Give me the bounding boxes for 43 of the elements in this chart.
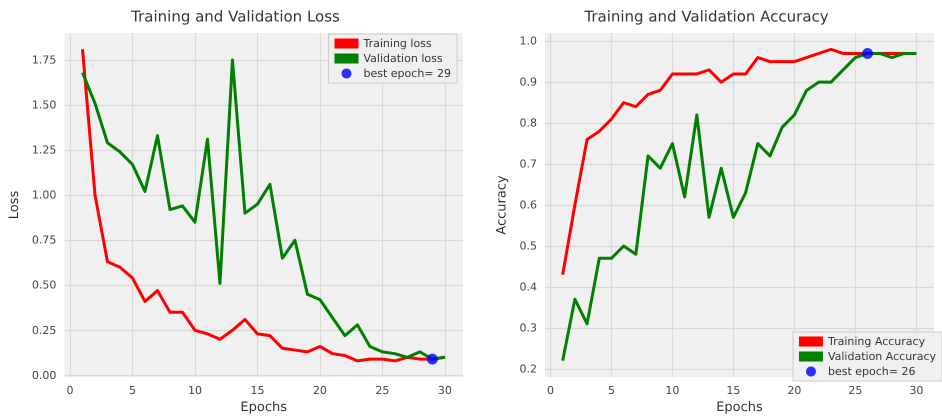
y-tick-label: 1.00 bbox=[32, 188, 56, 202]
y-tick-label: 0.5 bbox=[520, 240, 537, 253]
legend-label: Validation loss bbox=[364, 52, 443, 65]
y-axis-title: Accuracy bbox=[494, 175, 510, 235]
x-tick-label: 10 bbox=[188, 384, 202, 398]
y-tick-label: 0.9 bbox=[520, 76, 537, 89]
x-tick-label: 30 bbox=[438, 384, 452, 398]
y-tick-label: 1.75 bbox=[32, 54, 56, 67]
chart-title: Training and Validation Accuracy bbox=[583, 8, 829, 26]
y-tick-label: 0.8 bbox=[520, 116, 537, 130]
y-tick-label: 1.0 bbox=[520, 34, 537, 48]
chart-title: Training and Validation Loss bbox=[130, 8, 340, 26]
x-tick-label: 25 bbox=[848, 384, 862, 398]
x-tick-label: 20 bbox=[312, 384, 327, 398]
legend-label: best epoch= 26 bbox=[828, 365, 916, 378]
y-tick-label: 0.2 bbox=[520, 362, 537, 376]
x-tick-label: 5 bbox=[128, 384, 136, 398]
legend-label: Validation Accuracy bbox=[828, 350, 936, 363]
x-axis-title: Epochs bbox=[716, 400, 764, 415]
x-tick-label: 25 bbox=[375, 384, 390, 398]
x-tick-label: 5 bbox=[608, 384, 615, 398]
x-tick-label: 15 bbox=[250, 384, 264, 398]
x-tick-label: 10 bbox=[665, 384, 680, 398]
y-tick-label: 0.25 bbox=[32, 324, 56, 337]
legend-label: best epoch= 29 bbox=[364, 67, 452, 80]
y-tick-label: 0.6 bbox=[520, 198, 537, 212]
x-tick-label: 15 bbox=[726, 384, 740, 398]
x-tick-label: 0 bbox=[546, 384, 554, 398]
legend-label: Training loss bbox=[362, 37, 432, 50]
x-tick-label: 20 bbox=[787, 384, 802, 398]
y-tick-label: 1.50 bbox=[32, 98, 56, 112]
y-tick-label: 0.00 bbox=[32, 368, 56, 382]
x-tick-label: 30 bbox=[909, 384, 924, 398]
y-tick-label: 0.7 bbox=[520, 158, 537, 171]
y-tick-label: 0.50 bbox=[32, 278, 56, 292]
x-tick-label: 0 bbox=[66, 384, 74, 398]
legend-label: Training Accuracy bbox=[826, 335, 926, 348]
y-tick-label: 0.75 bbox=[32, 234, 56, 247]
x-axis-title: Epochs bbox=[240, 400, 288, 415]
y-tick-label: 0.4 bbox=[520, 280, 537, 294]
y-tick-label: 0.3 bbox=[520, 321, 537, 334]
y-tick-label: 1.25 bbox=[32, 144, 56, 157]
y-axis-title: Loss bbox=[7, 190, 22, 220]
